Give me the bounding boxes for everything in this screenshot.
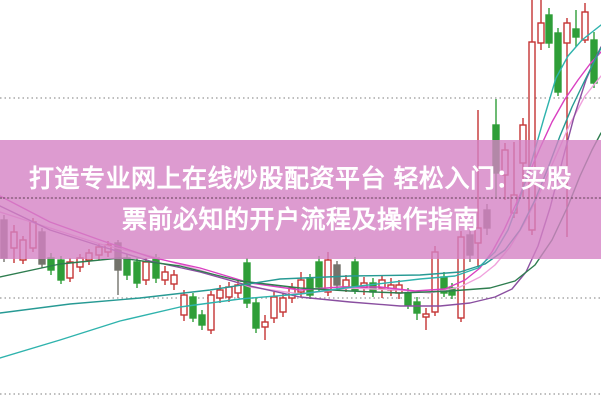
- candle: [572, 10, 580, 47]
- ma-lines: [0, 24, 601, 359]
- candle: [66, 258, 74, 282]
- candle: [207, 291, 215, 334]
- candle: [180, 290, 188, 321]
- candle: [324, 252, 332, 296]
- headline-line-1: 打造专业网上在线炒股配资平台 轻松入门：买股: [29, 164, 572, 193]
- candle: [440, 272, 448, 297]
- candle: [133, 258, 141, 288]
- candle: [161, 266, 169, 285]
- candle: [170, 270, 178, 290]
- headline-line-2: 票前必知的开户流程及操作指南: [121, 205, 479, 234]
- candle: [315, 256, 323, 292]
- candle: [342, 275, 350, 292]
- candle: [279, 293, 287, 317]
- candle: [198, 310, 206, 330]
- candle: [581, 3, 589, 43]
- candle: [537, 0, 545, 50]
- ma-dark-cyan: [0, 47, 601, 314]
- candle: [545, 8, 553, 48]
- candle: [413, 297, 421, 320]
- ma-teal: [0, 24, 601, 359]
- candle: [554, 28, 562, 96]
- candle: [252, 298, 260, 333]
- ma-magenta: [0, 51, 601, 292]
- candle: [422, 308, 430, 330]
- candle: [189, 293, 197, 322]
- candle: [333, 261, 341, 290]
- headline-banner: 打造专业网上在线炒股配资平台 轻松入门：买股 票前必知的开户流程及操作指南: [0, 140, 601, 259]
- candle: [270, 292, 278, 323]
- banner-gridline-overlay: [0, 197, 601, 199]
- candle: [225, 282, 233, 302]
- candle: [297, 272, 305, 297]
- candle: [261, 315, 269, 340]
- candle: [57, 256, 65, 284]
